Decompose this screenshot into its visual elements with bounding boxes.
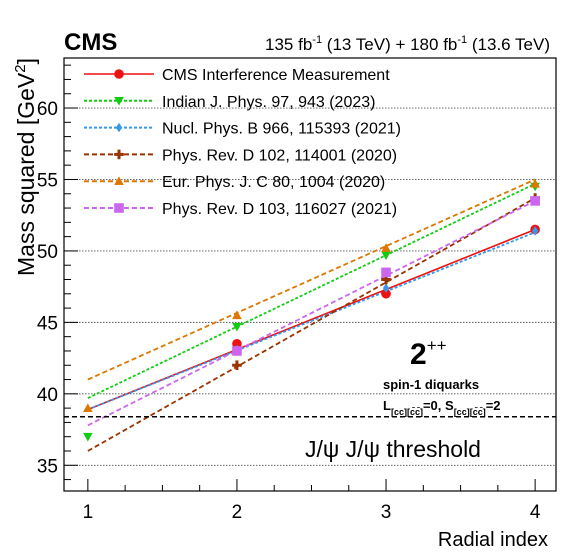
plot-frame bbox=[63, 57, 557, 492]
legend-marker-3 bbox=[114, 149, 124, 160]
series-0-point-1 bbox=[381, 288, 391, 299]
y-tick-label: 55 bbox=[37, 170, 58, 191]
quantum-numbers-label: L[cc][c̄c̄]=0, S[cc][c̄c̄]=2 bbox=[383, 398, 501, 417]
series-2-fit-line bbox=[87, 231, 536, 411]
series-5-point-2 bbox=[530, 196, 540, 206]
legend-label-1: Indian J. Phys. 97, 943 (2023) bbox=[162, 94, 375, 111]
series-4-point-2 bbox=[381, 243, 391, 252]
x-tick-label: 2 bbox=[232, 502, 243, 523]
x-axis-label: Radial index bbox=[438, 529, 548, 551]
y-tick-label: 35 bbox=[37, 456, 58, 477]
legend-marker-5 bbox=[114, 203, 124, 213]
x-tick-label: 1 bbox=[83, 502, 94, 523]
legend-marker-3-v bbox=[117, 149, 121, 160]
series-1-point-1 bbox=[232, 322, 242, 332]
data-markers bbox=[83, 178, 540, 442]
series-4-fit-line bbox=[87, 178, 536, 381]
diquark-label: spin-1 diquarks bbox=[383, 377, 479, 392]
series-4-point-0 bbox=[83, 403, 93, 412]
series-4-point-3 bbox=[530, 178, 540, 188]
grid-lines bbox=[64, 107, 556, 466]
threshold-label: J/ψ J/ψ threshold bbox=[305, 436, 481, 462]
series-3-point-0-v bbox=[235, 360, 239, 371]
series-5-fit-line bbox=[87, 200, 536, 427]
y-axis-label: Mass squared [GeV2] bbox=[12, 58, 39, 276]
axes: 35 40 45 50 55 60 1 2 3 4 bbox=[37, 64, 541, 523]
fit-lines bbox=[87, 178, 536, 452]
legend-label-4: Eur. Phys. J. C 80, 1004 (2020) bbox=[162, 174, 385, 191]
y-tick-label: 60 bbox=[37, 99, 58, 120]
y-tick-label: 40 bbox=[37, 385, 58, 406]
x-tick-label: 4 bbox=[530, 502, 541, 523]
series-3-fit-line bbox=[87, 197, 536, 452]
legend-label-2: Nucl. Phys. B 966, 115393 (2021) bbox=[162, 121, 401, 138]
x-tick-label: 3 bbox=[381, 502, 392, 523]
legend-label-3: Phys. Rev. D 102, 114001 (2020) bbox=[162, 147, 397, 164]
series-3-point-0 bbox=[232, 360, 242, 371]
series-3-point-1 bbox=[381, 274, 391, 285]
series-1-fit-line bbox=[87, 182, 536, 399]
legend-marker-4 bbox=[114, 176, 124, 186]
legend-marker-0 bbox=[114, 69, 124, 79]
y-tick-label: 50 bbox=[37, 242, 58, 263]
series-4-point-1 bbox=[232, 310, 242, 320]
y-tick-label: 45 bbox=[37, 313, 58, 334]
legend-marker-1 bbox=[114, 96, 124, 106]
series-5-point-0 bbox=[232, 346, 242, 356]
legend: CMS Interference Measurement Indian J. Ph… bbox=[84, 67, 401, 218]
series-5-point-1 bbox=[381, 267, 391, 278]
series-2-point-2 bbox=[532, 226, 539, 236]
legend-label-5: Phys. Rev. D 103, 116027 (2021) bbox=[162, 201, 397, 218]
legend-marker-2 bbox=[115, 122, 123, 133]
series-2-point-1 bbox=[382, 283, 390, 293]
series-1-point-0 bbox=[83, 432, 93, 442]
experiment-label: CMS bbox=[64, 29, 117, 56]
lumi-label: 135 fb-1 (13 TeV) + 180 fb-1 (13.6 TeV) bbox=[265, 34, 550, 54]
state-label: 2++ bbox=[410, 336, 447, 371]
series-3-point-1-v bbox=[384, 274, 388, 285]
legend-label-0: CMS Interference Measurement bbox=[162, 67, 390, 84]
series-1-point-2 bbox=[381, 251, 391, 261]
